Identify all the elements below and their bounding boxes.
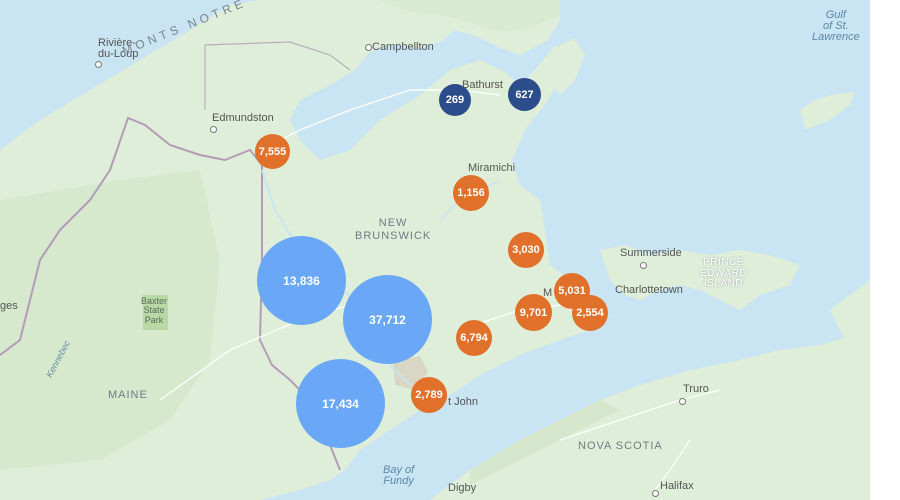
cluster-marker[interactable]: 2,789 — [411, 377, 447, 413]
place-marker — [210, 126, 217, 133]
forest-shading — [0, 170, 220, 470]
place-marker — [365, 44, 372, 51]
place-moncton: M — [543, 287, 553, 299]
provincial-border — [204, 41, 351, 110]
cape-breton-land — [830, 280, 870, 340]
place-marker — [640, 262, 647, 269]
island-land — [800, 92, 855, 130]
map-view[interactable]: Rivière- du-Loup Campbellton Bathurst Ed… — [0, 0, 870, 500]
place-digby: Digby — [448, 482, 477, 494]
place-edmundston: Edmundston — [212, 112, 274, 124]
place-riviere-du-loup: Rivière- du-Loup — [98, 37, 139, 60]
roads-ns — [559, 389, 721, 491]
water-bay-of-fundy: Bay of Fundy — [383, 464, 415, 487]
st-lawrence-river — [0, 0, 260, 150]
place-summerside: Summerside — [620, 247, 682, 259]
place-bathurst: Bathurst — [462, 79, 503, 91]
annapolis-land — [470, 400, 620, 485]
park-baxter: Baxter State Park — [141, 296, 168, 325]
place-saint-john: t John — [448, 396, 478, 408]
region-pei: PRINCE EDWARD ISLAND — [700, 257, 748, 289]
water-gulf-st-lawrence: Gulf of St. Lawrence — [812, 9, 860, 43]
place-miramichi: Miramichi — [468, 162, 516, 174]
region-maine: MAINE — [108, 389, 148, 401]
place-truro: Truro — [683, 383, 709, 395]
region-new-brunswick: NEW BRUNSWICK — [355, 217, 432, 242]
region-nova-scotia: NOVA SCOTIA — [578, 440, 663, 452]
place-marker — [95, 61, 102, 68]
pei-landmass — [600, 245, 800, 310]
cluster-marker[interactable]: 2,554 — [572, 295, 608, 331]
baxter-park-area — [143, 295, 168, 330]
cluster-marker[interactable]: 627 — [508, 78, 541, 111]
place-marker — [652, 490, 659, 497]
cluster-marker[interactable]: 7,555 — [255, 134, 290, 169]
cluster-marker[interactable]: 13,836 — [257, 236, 346, 325]
cluster-marker[interactable]: 37,712 — [343, 275, 432, 364]
acadian-peninsula — [548, 38, 585, 95]
place-marker — [679, 398, 686, 405]
cluster-marker[interactable]: 3,030 — [508, 232, 544, 268]
cluster-marker[interactable]: 269 — [439, 84, 471, 116]
cluster-marker[interactable]: 17,434 — [296, 359, 385, 448]
nova-scotia-landmass — [430, 330, 870, 500]
gaspe-land — [380, 0, 560, 32]
place-left-edge: ges — [0, 300, 18, 312]
basemap — [0, 0, 870, 500]
place-campbellton: Campbellton — [372, 41, 434, 53]
place-charlottetown: Charlottetown — [615, 284, 683, 296]
cluster-marker[interactable]: 9,701 — [515, 294, 552, 331]
international-border — [0, 116, 341, 471]
place-halifax: Halifax — [660, 480, 694, 492]
cluster-marker[interactable]: 6,794 — [456, 320, 492, 356]
cluster-marker[interactable]: 1,156 — [453, 175, 489, 211]
